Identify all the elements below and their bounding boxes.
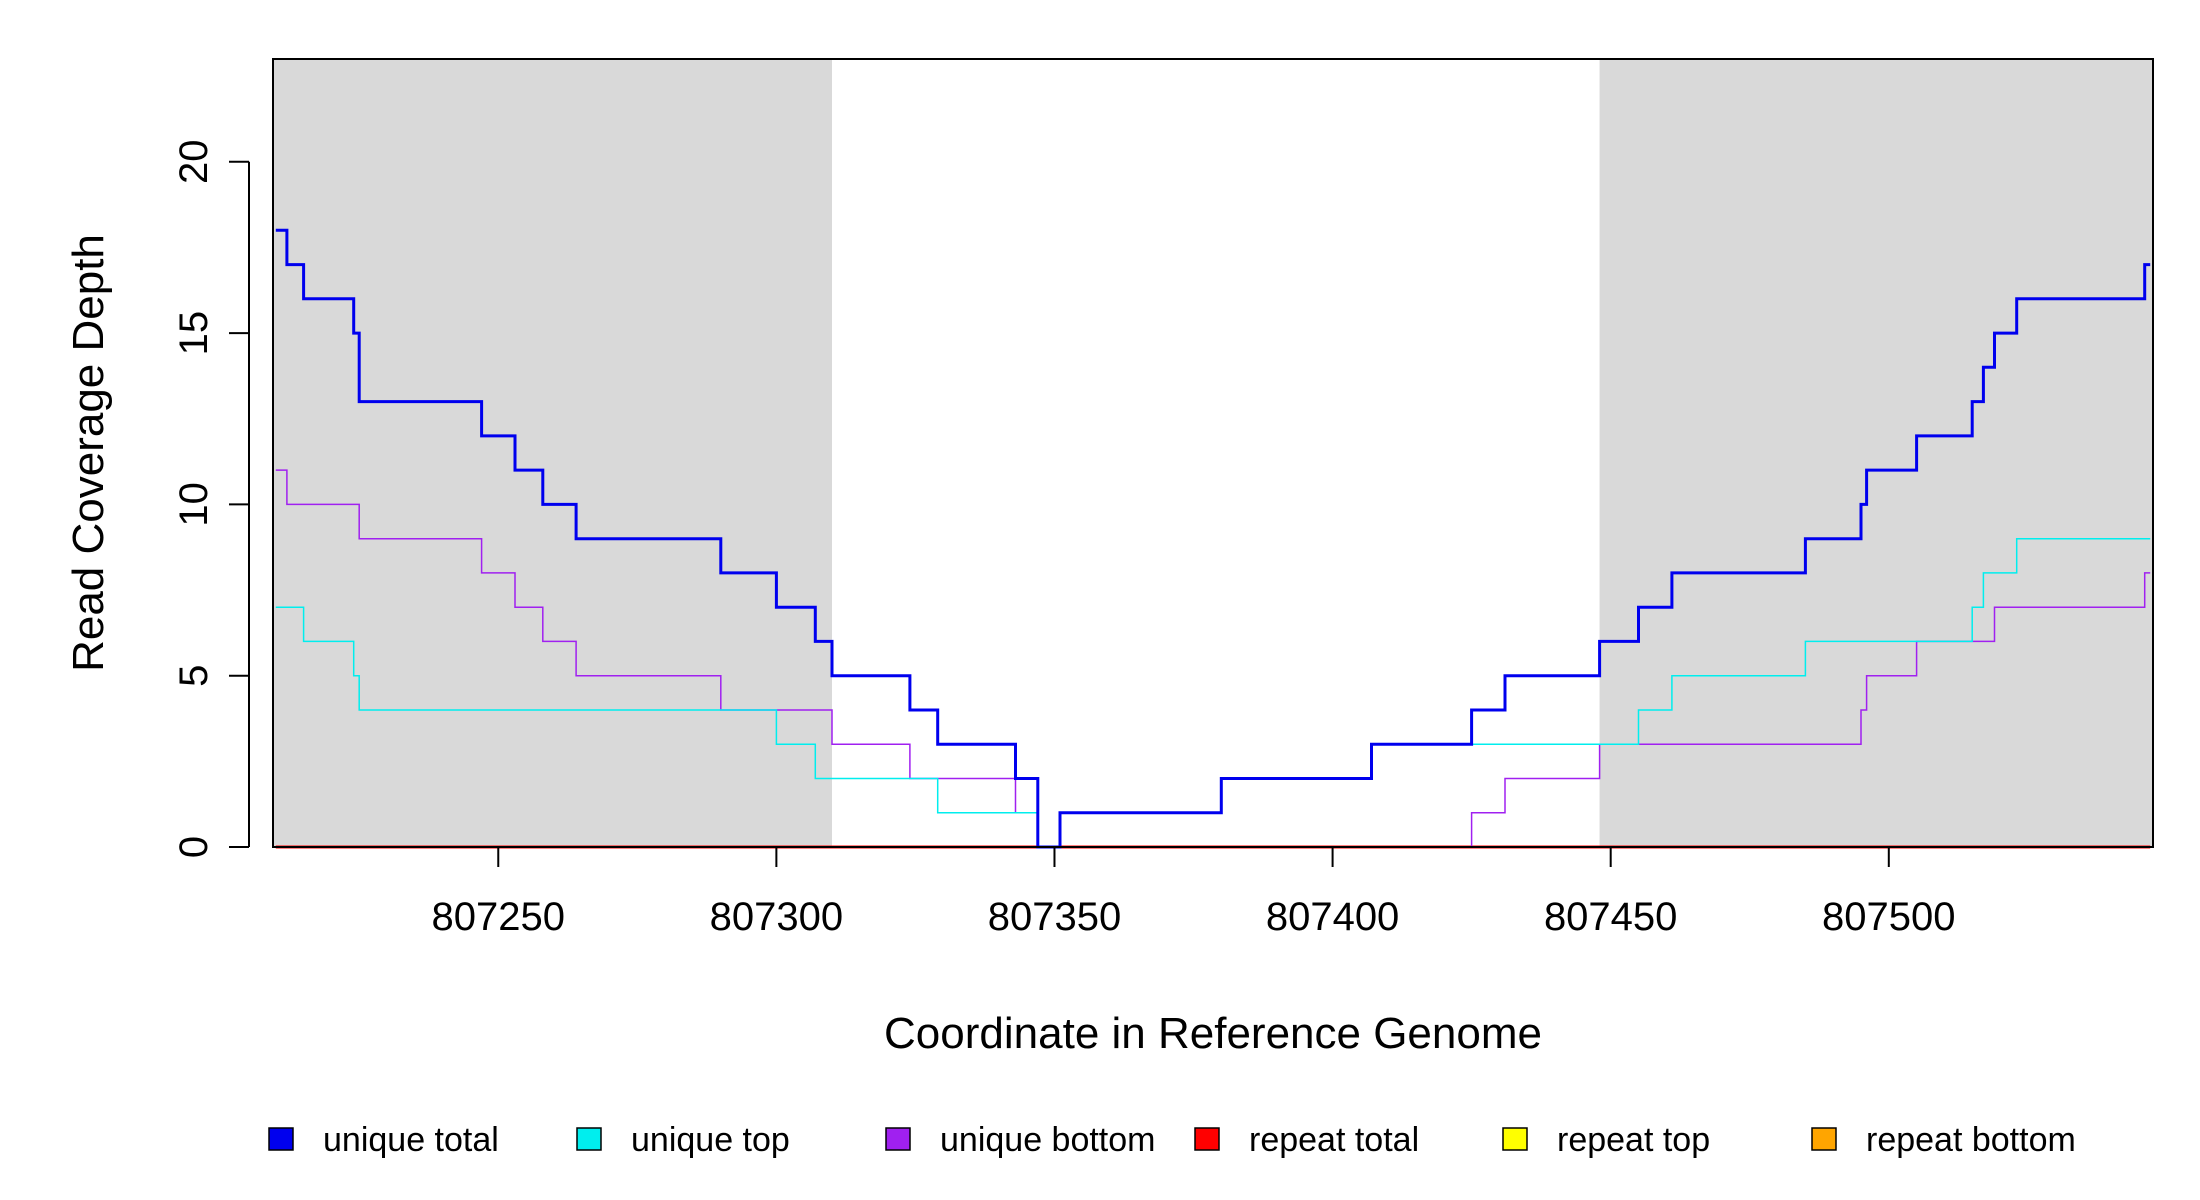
y-axis: 0 5 10 15 20 — [172, 140, 250, 858]
legend-label-repeat-top: repeat top — [1557, 1121, 1710, 1159]
x-tick-label-807350: 807350 — [988, 895, 1121, 939]
legend: unique total unique top unique bottom repea… — [268, 1121, 2076, 1159]
x-axis-title: Coordinate in Reference Genome — [884, 1009, 1542, 1058]
shaded-region-1 — [273, 59, 832, 847]
x-tick-label-807450: 807450 — [1544, 895, 1677, 939]
series-unique-bottom — [275, 469, 2151, 848]
y-tick-label-20: 20 — [172, 140, 216, 185]
legend-swatch-unique-top — [576, 1127, 602, 1151]
legend-label-unique-bottom: unique bottom — [940, 1121, 1156, 1159]
y-tick-label-0: 0 — [172, 836, 216, 858]
series-unique-total — [275, 228, 2151, 849]
legend-label-repeat-bottom: repeat bottom — [1866, 1121, 2076, 1159]
y-tick-label-5: 5 — [172, 665, 216, 687]
x-tick-label-807500: 807500 — [1822, 895, 1955, 939]
legend-swatch-repeat-top — [1502, 1127, 1528, 1151]
legend-label-repeat-total: repeat total — [1249, 1121, 1419, 1159]
x-tick-label-807250: 807250 — [432, 895, 565, 939]
shaded-regions — [273, 59, 2153, 847]
legend-label-unique-total: unique total — [323, 1121, 499, 1159]
y-tick-label-10: 10 — [172, 482, 216, 527]
shaded-region-2 — [1599, 59, 2153, 847]
legend-swatch-repeat-total — [1194, 1127, 1220, 1151]
legend-swatch-unique-total — [268, 1127, 294, 1151]
x-tick-label-807400: 807400 — [1266, 895, 1399, 939]
legend-swatch-unique-bottom — [885, 1127, 911, 1151]
plot-frame — [272, 58, 2154, 848]
legend-swatch-repeat-bottom — [1811, 1127, 1837, 1151]
legend-label-unique-top: unique top — [631, 1121, 790, 1159]
x-tick-label-807300: 807300 — [710, 895, 843, 939]
y-axis-title: Read Coverage Depth — [64, 234, 113, 672]
x-axis: 807250 807300 807350 807400 807450 807500 — [432, 847, 1956, 939]
y-tick-label-15: 15 — [172, 311, 216, 356]
